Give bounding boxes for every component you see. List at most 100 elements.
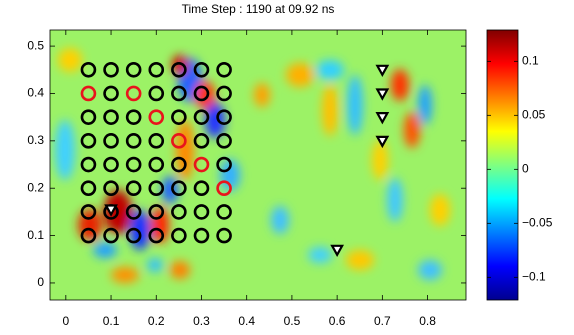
- field-blob: [346, 250, 374, 270]
- field-blob: [418, 260, 442, 280]
- antenna: [80, 180, 97, 197]
- colorbar-tick-label: 0: [522, 161, 529, 175]
- plot-frame: [49, 29, 467, 301]
- antenna: [125, 133, 142, 149]
- antenna: [103, 61, 119, 78]
- antenna: [80, 204, 97, 220]
- colorbar: [486, 29, 519, 301]
- antenna: [125, 227, 142, 244]
- y-tick-label: 0.2: [27, 180, 44, 194]
- x-tick-label: 0.1: [103, 314, 120, 328]
- antenna: [171, 227, 187, 244]
- antenna: [216, 227, 232, 244]
- colorbar-tick-label: −0.05: [522, 215, 553, 229]
- antenna: [103, 227, 119, 244]
- field-blobs: [55, 48, 450, 283]
- antenna: [171, 61, 187, 78]
- antenna: [148, 61, 165, 78]
- antenna: [80, 227, 97, 244]
- antenna: [148, 156, 165, 173]
- antenna: [193, 61, 210, 78]
- field-blob: [151, 207, 169, 243]
- field-blob: [170, 261, 190, 279]
- colorbar-tick-label: −0.1: [522, 269, 546, 283]
- antenna: [193, 180, 210, 197]
- field-blob: [58, 48, 82, 72]
- antenna: [125, 156, 142, 173]
- field-blob: [172, 55, 188, 75]
- antenna: [103, 85, 119, 102]
- receiver: [375, 88, 390, 101]
- field-blob: [195, 81, 215, 109]
- antenna: [80, 133, 97, 149]
- antenna: [193, 133, 210, 149]
- field-blob: [162, 176, 178, 204]
- receiver: [375, 135, 390, 149]
- field-blob: [130, 210, 150, 250]
- antenna: [125, 85, 142, 102]
- y-tick-label: 0.1: [27, 228, 44, 242]
- field-blob: [93, 242, 117, 258]
- antenna: [216, 85, 232, 102]
- field-blob: [387, 178, 403, 222]
- antenna: [103, 133, 119, 149]
- x-tick-label: 0: [62, 314, 69, 328]
- antenna: [103, 180, 119, 197]
- x-tick-label: 0.6: [329, 314, 346, 328]
- receiver: [330, 244, 344, 258]
- antenna: [216, 109, 232, 125]
- antenna: [148, 180, 165, 197]
- antenna: [216, 204, 232, 220]
- field-blob: [286, 63, 314, 87]
- field-blob: [308, 247, 332, 263]
- antenna: [148, 85, 165, 102]
- field-blob: [418, 85, 432, 125]
- x-tick-label: 0.5: [284, 314, 301, 328]
- antenna: [193, 156, 210, 173]
- field: [50, 30, 466, 300]
- antenna: [216, 61, 232, 78]
- field-blob: [254, 83, 270, 107]
- antenna: [216, 156, 232, 173]
- field-blob: [271, 206, 289, 234]
- antenna: [148, 109, 165, 125]
- antenna: [103, 156, 119, 173]
- antenna: [171, 85, 187, 102]
- field-blob: [404, 112, 420, 148]
- receiver: [375, 64, 390, 78]
- field-blob: [147, 258, 163, 272]
- field-blob: [111, 267, 139, 283]
- antenna: [125, 61, 142, 78]
- receiver: [375, 112, 390, 125]
- y-tick-label: 0.5: [27, 38, 44, 52]
- antenna: [171, 133, 187, 149]
- field-blob: [372, 140, 388, 180]
- antenna: [171, 204, 187, 220]
- antenna: [80, 85, 97, 102]
- field-blob: [322, 84, 338, 136]
- y-tick-label: 0: [37, 275, 44, 289]
- y-tick-label: 0.4: [27, 86, 44, 100]
- antenna: [171, 180, 187, 197]
- antenna: [80, 109, 97, 125]
- antenna: [80, 61, 97, 78]
- colorbar-tick-label: 0.05: [522, 107, 546, 121]
- colorbar-tick-label: 0.1: [522, 53, 539, 67]
- chart-title: Time Step : 1190 at 09.92 ns: [182, 2, 335, 16]
- antenna: [103, 109, 119, 125]
- field-blob: [430, 194, 450, 226]
- antenna: [125, 204, 142, 220]
- antenna: [80, 156, 97, 173]
- antenna: [148, 227, 165, 244]
- antenna: [171, 156, 187, 173]
- antenna: [125, 180, 142, 197]
- antenna: [148, 133, 165, 149]
- antenna: [216, 133, 232, 149]
- antenna: [125, 109, 142, 125]
- field-blob: [316, 60, 344, 80]
- antenna: [216, 180, 232, 197]
- field-blob: [347, 75, 363, 135]
- x-tick-label: 0.7: [374, 314, 391, 328]
- antenna: [171, 109, 187, 125]
